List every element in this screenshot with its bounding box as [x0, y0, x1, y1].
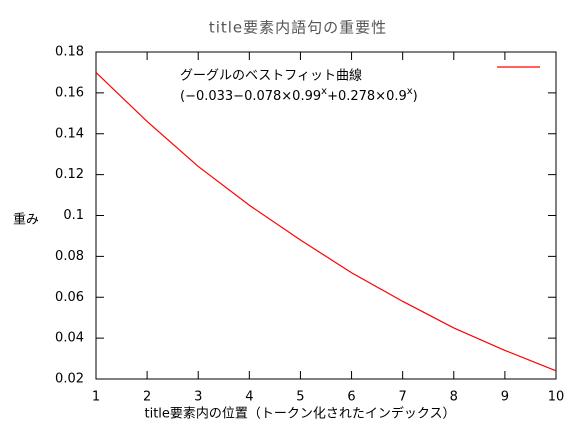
x-axis-label: title要素内の位置（トークン化されたインデックス）: [144, 406, 455, 422]
annotation-part: ): [413, 89, 418, 104]
plot-frame: [95, 51, 557, 380]
annotation-part: +0.278×0.9: [327, 89, 407, 104]
y-tick-label: 0.16: [55, 85, 84, 100]
y-tick-label: 0.02: [55, 372, 84, 387]
annotation-part: x: [321, 86, 327, 97]
x-tick-label: 7: [399, 390, 407, 405]
legend-label: グーグルのベストフィット曲線: [180, 68, 362, 84]
y-tick-label: 0.08: [55, 249, 84, 264]
x-tick-label: 6: [347, 390, 355, 405]
x-tick-label: 9: [501, 390, 509, 405]
x-tick-label: 3: [194, 390, 202, 405]
x-tick-label: 2: [143, 390, 151, 405]
x-tick-label: 8: [450, 390, 458, 405]
annotation: (−0.033−0.078×0.99x+0.278×0.9x): [180, 86, 418, 104]
chart-title: title要素内語句の重要性: [209, 19, 387, 37]
annotation-part: x: [407, 86, 413, 97]
y-tick-label: 0.14: [55, 126, 84, 141]
y-tick-label: 0.18: [55, 45, 84, 60]
y-tick-label: 0.04: [55, 331, 84, 346]
x-tick-label: 5: [296, 390, 304, 405]
y-axis-label: 重み: [13, 212, 39, 228]
x-tick-label: 4: [245, 390, 253, 405]
y-tick-label: 0.12: [55, 167, 84, 182]
annotation-part: (−0.033−0.078×0.99: [180, 89, 321, 104]
y-tick-label: 0.06: [55, 290, 84, 305]
x-tick-label: 1: [92, 390, 100, 405]
y-tick-label: 0.1: [63, 208, 84, 223]
x-tick-label: 10: [548, 390, 565, 405]
series-line: [95, 72, 557, 372]
